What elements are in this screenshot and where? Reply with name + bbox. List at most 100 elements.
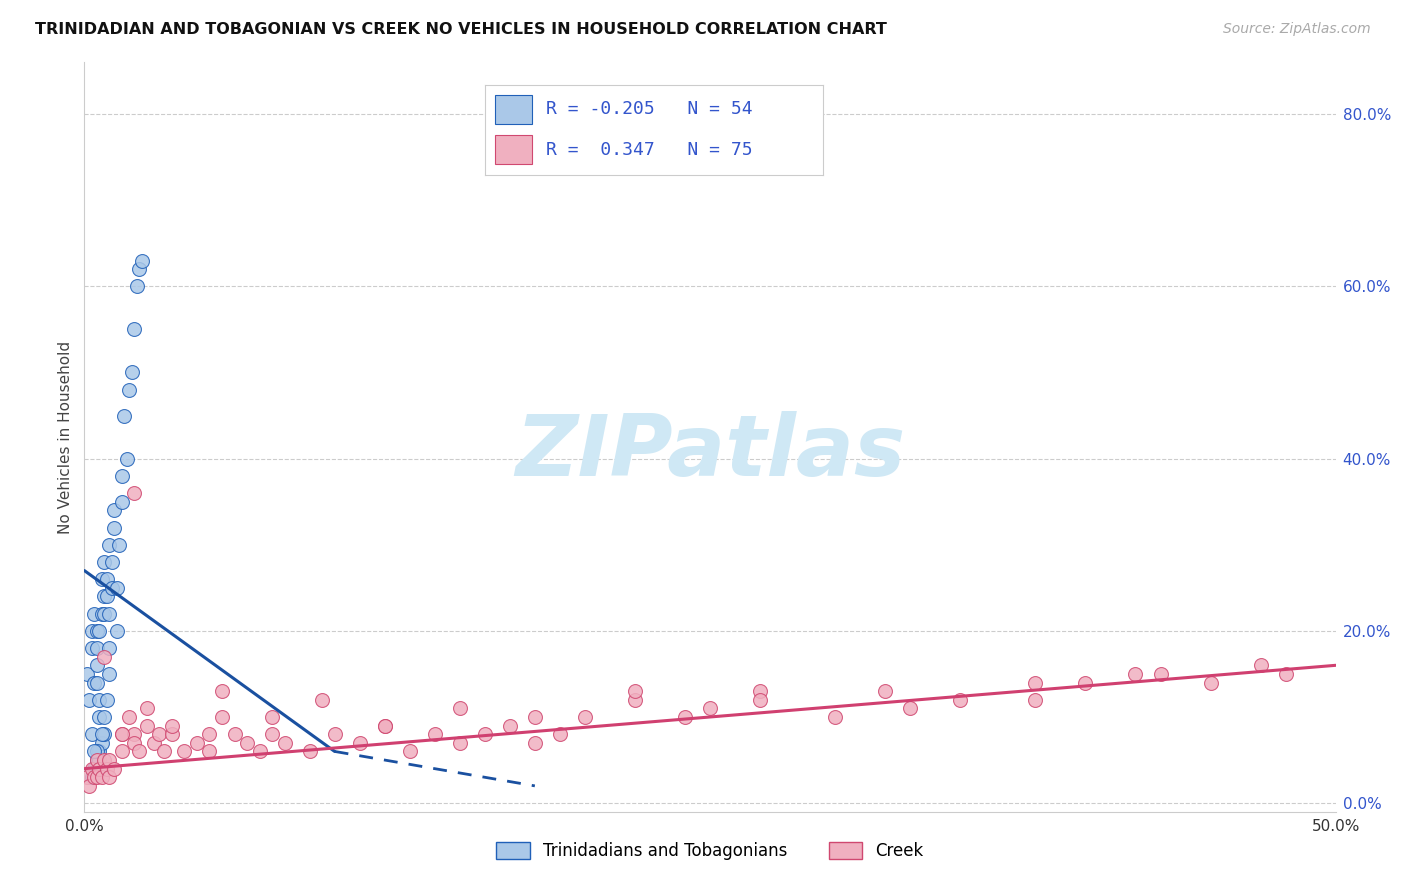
Point xyxy=(374,718,396,732)
Point xyxy=(98,607,121,621)
Point xyxy=(236,736,259,750)
Point xyxy=(83,607,105,621)
Point xyxy=(115,451,138,466)
Point xyxy=(323,727,346,741)
Point xyxy=(93,710,115,724)
Point xyxy=(93,727,115,741)
Point xyxy=(121,366,143,380)
Point xyxy=(111,468,134,483)
Point xyxy=(198,727,221,741)
Point xyxy=(1250,658,1272,673)
Point xyxy=(89,753,111,767)
Point xyxy=(749,692,772,706)
Point xyxy=(523,710,546,724)
Point xyxy=(449,736,471,750)
Point xyxy=(311,692,333,706)
Point xyxy=(1199,675,1222,690)
Point xyxy=(136,701,159,715)
Point xyxy=(86,744,108,758)
Point xyxy=(548,727,571,741)
Point xyxy=(96,762,118,776)
Point xyxy=(93,753,115,767)
Point xyxy=(624,692,647,706)
Text: Source: ZipAtlas.com: Source: ZipAtlas.com xyxy=(1223,22,1371,37)
Point xyxy=(262,727,284,741)
Point xyxy=(86,658,108,673)
Point xyxy=(105,624,128,638)
Point xyxy=(76,667,98,681)
Point xyxy=(89,744,111,758)
Point xyxy=(83,762,105,776)
Point xyxy=(1024,675,1046,690)
Point xyxy=(90,607,112,621)
Point xyxy=(749,684,772,698)
Point xyxy=(224,727,246,741)
Point xyxy=(89,710,111,724)
Point xyxy=(96,572,118,586)
Point xyxy=(474,727,496,741)
Point xyxy=(449,701,471,715)
Point xyxy=(89,624,111,638)
Point xyxy=(108,538,131,552)
Point xyxy=(153,744,176,758)
Point xyxy=(898,701,921,715)
Point xyxy=(131,253,153,268)
Point xyxy=(699,701,721,715)
Point xyxy=(423,727,446,741)
Point xyxy=(111,727,134,741)
Point xyxy=(90,727,112,741)
Point xyxy=(93,555,115,569)
Point xyxy=(160,727,183,741)
Point xyxy=(136,718,159,732)
Point xyxy=(101,555,124,569)
Point xyxy=(186,736,208,750)
Bar xyxy=(495,95,531,124)
Point xyxy=(96,590,118,604)
Point xyxy=(128,744,150,758)
Point xyxy=(624,684,647,698)
Bar xyxy=(495,136,531,164)
Point xyxy=(98,753,121,767)
Point xyxy=(80,770,103,784)
Point xyxy=(499,718,522,732)
Point xyxy=(118,383,141,397)
Text: R = -0.205   N = 54: R = -0.205 N = 54 xyxy=(546,100,752,119)
Point xyxy=(124,736,146,750)
Point xyxy=(83,770,105,784)
Point xyxy=(90,572,112,586)
Point xyxy=(89,692,111,706)
Point xyxy=(103,520,125,534)
Point xyxy=(574,710,596,724)
Point xyxy=(262,710,284,724)
Point xyxy=(125,279,148,293)
Point xyxy=(86,624,108,638)
Point xyxy=(96,692,118,706)
Point xyxy=(103,762,125,776)
Point xyxy=(148,727,170,741)
Point xyxy=(1074,675,1097,690)
Point xyxy=(105,581,128,595)
Point xyxy=(101,581,124,595)
Point xyxy=(93,590,115,604)
Point xyxy=(1024,692,1046,706)
Point xyxy=(79,779,101,793)
Point xyxy=(249,744,271,758)
Point xyxy=(103,503,125,517)
Point xyxy=(211,710,233,724)
Point xyxy=(173,744,195,758)
Point xyxy=(86,641,108,656)
Point xyxy=(98,641,121,656)
Point xyxy=(949,692,972,706)
Point xyxy=(118,710,141,724)
Point xyxy=(1149,667,1171,681)
Point xyxy=(83,675,105,690)
Point xyxy=(83,744,105,758)
Text: R =  0.347   N = 75: R = 0.347 N = 75 xyxy=(546,141,752,159)
Point xyxy=(90,770,112,784)
Y-axis label: No Vehicles in Household: No Vehicles in Household xyxy=(58,341,73,533)
Point xyxy=(80,641,103,656)
Point xyxy=(273,736,295,750)
Point xyxy=(124,727,146,741)
Text: ZIPatlas: ZIPatlas xyxy=(515,410,905,493)
Point xyxy=(98,538,121,552)
